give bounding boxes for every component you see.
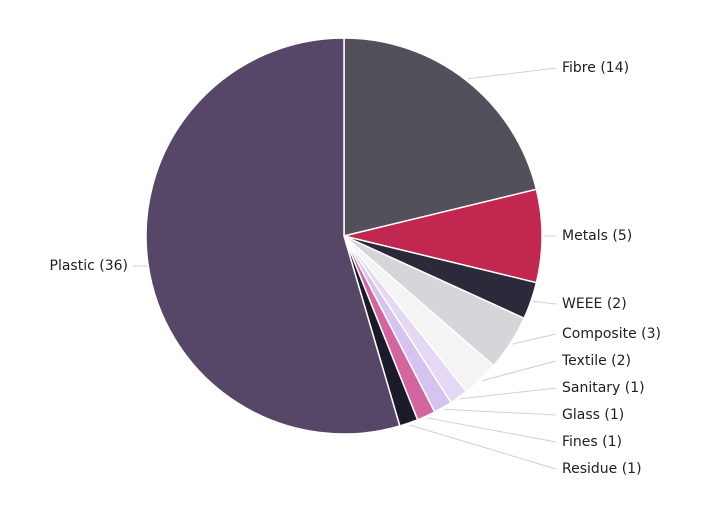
leader-sanitary [459,387,557,400]
leader-fines [426,417,557,443]
label-fibre: Fibre (14) [562,60,629,76]
leader-residue [409,424,557,470]
label-composite: Composite (3) [562,326,661,342]
label-plastic: Plastic (36) [50,258,128,274]
slice-metals [343,188,543,284]
label-glass: Glass (1) [562,407,624,423]
label-fines: Fines (1) [562,434,622,450]
label-textile: Textile (2) [561,353,631,369]
slice-fibre [343,37,538,237]
slice-plastic [145,37,401,435]
label-sanitary: Sanitary (1) [562,380,645,396]
leader-composite [512,333,557,345]
leader-fibre [467,67,557,80]
label-residue: Residue (1) [562,461,642,477]
pie-slices [145,37,543,435]
slice-labels: Fibre (14) Metals (5) WEEE (2) Composite (3… [50,60,661,477]
label-weee: WEEE (2) [562,296,627,312]
label-metals: Metals (5) [562,228,632,244]
leader-lines [133,67,557,470]
leader-weee [532,300,557,305]
leader-glass [443,408,557,416]
leader-textile [481,360,557,382]
